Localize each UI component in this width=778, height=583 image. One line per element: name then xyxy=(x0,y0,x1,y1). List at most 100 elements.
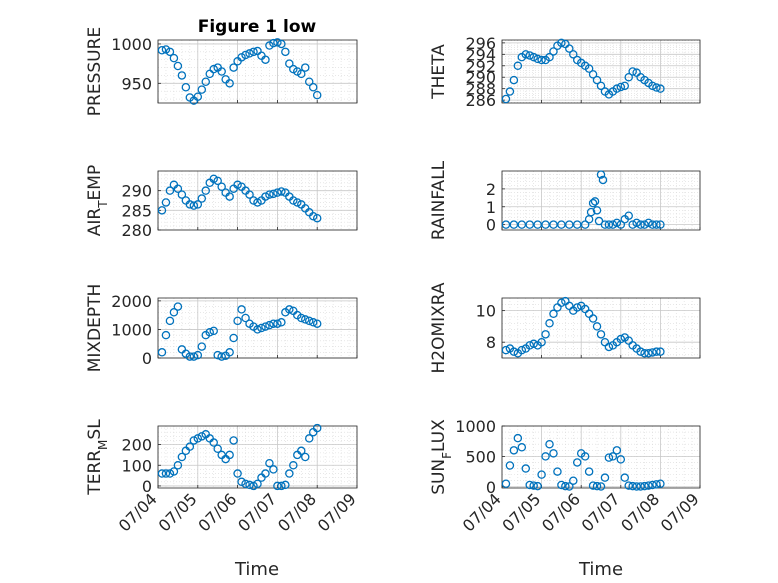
data-point xyxy=(277,318,286,327)
data-point xyxy=(557,480,566,490)
data-point xyxy=(624,481,633,490)
data-point xyxy=(233,316,242,326)
data-point xyxy=(616,455,626,464)
data-point xyxy=(269,38,278,48)
axes-box xyxy=(157,39,358,104)
data-point xyxy=(285,469,294,478)
data-point xyxy=(590,197,600,206)
y-axis-label: TERRMSL xyxy=(85,419,110,496)
y-tick-label: 280 xyxy=(121,221,152,240)
data-point xyxy=(561,481,570,491)
figure-title: Figure 1 low xyxy=(198,17,317,37)
data-point xyxy=(628,220,637,229)
data-point xyxy=(549,449,558,458)
data-point xyxy=(173,184,183,193)
data-point xyxy=(598,175,608,185)
data-point xyxy=(545,439,554,449)
data-point xyxy=(632,482,641,491)
data-point xyxy=(592,75,602,85)
data-point xyxy=(304,316,314,326)
data-point xyxy=(608,220,618,229)
data-point xyxy=(277,187,286,196)
data-point xyxy=(225,192,234,201)
axes-box xyxy=(501,39,701,104)
data-point xyxy=(656,347,665,356)
x-tick-label: 07/04 xyxy=(115,489,161,535)
x-tick-label: 07/05 xyxy=(155,489,201,535)
x-tick-label: 07/09 xyxy=(314,489,360,535)
data-point xyxy=(521,464,531,473)
data-point xyxy=(241,50,250,60)
data-point xyxy=(525,341,534,350)
data-point xyxy=(545,52,554,62)
subplot-4: 0 1000 2000 MIXDEPTH xyxy=(85,284,358,372)
x-tick-label: 07/08 xyxy=(274,489,320,535)
y-tick-label: 10 xyxy=(476,302,496,321)
data-point xyxy=(261,469,270,478)
data-point xyxy=(273,481,282,491)
data-point xyxy=(586,207,596,217)
data-point xyxy=(644,349,653,358)
data-point xyxy=(285,59,294,68)
y-axis-label: SUNFLUX xyxy=(429,419,454,495)
y-axis-label: THETA xyxy=(429,44,449,100)
data-point xyxy=(588,70,598,79)
data-point xyxy=(301,63,310,72)
data-point xyxy=(213,350,222,360)
data-point xyxy=(273,38,282,47)
data-point xyxy=(652,83,661,92)
axes-box xyxy=(501,425,701,489)
data-point xyxy=(293,198,302,207)
data-point xyxy=(297,313,306,323)
axes-box xyxy=(157,297,358,359)
y-tick-label: 2 xyxy=(486,180,496,199)
data-point xyxy=(541,330,550,339)
data-point xyxy=(509,75,519,85)
data-point xyxy=(249,47,258,57)
data-point xyxy=(233,180,242,190)
data-point xyxy=(189,436,199,445)
data-point xyxy=(632,218,641,228)
data-point xyxy=(616,334,626,344)
data-point xyxy=(285,305,294,314)
data-point xyxy=(169,308,179,317)
data-point xyxy=(612,446,622,455)
x-tick-label: 07/06 xyxy=(538,489,584,535)
data-point xyxy=(509,347,519,356)
data-point xyxy=(217,182,226,191)
data-point xyxy=(549,47,558,56)
x-axis-label-right: Time xyxy=(578,559,623,580)
data-point xyxy=(197,432,207,441)
data-point xyxy=(656,479,665,488)
y-tick-label: 2000 xyxy=(111,292,152,311)
y-axis-label: H2OMIXRA xyxy=(429,282,449,373)
data-point xyxy=(525,51,534,60)
data-point xyxy=(253,325,262,334)
data-point xyxy=(541,220,550,229)
data-point xyxy=(592,481,602,491)
data-point xyxy=(265,190,274,199)
y-axis-label: RAINFALL xyxy=(429,160,449,240)
y-tick-label: 285 xyxy=(121,201,152,220)
y-axis-label: AIRTEMP xyxy=(85,165,110,236)
data-point xyxy=(205,328,214,337)
y-tick-label: 0 xyxy=(142,349,152,368)
data-point xyxy=(616,220,626,229)
data-point xyxy=(265,320,274,330)
data-point xyxy=(580,220,590,229)
data-point xyxy=(165,186,175,195)
data-point xyxy=(594,216,604,226)
data-point xyxy=(596,170,606,179)
data-point xyxy=(636,220,645,229)
data-point xyxy=(273,319,282,328)
data-point xyxy=(588,198,598,208)
data-point xyxy=(157,469,167,478)
data-point xyxy=(304,77,314,86)
data-point xyxy=(652,220,661,229)
data-point xyxy=(644,481,653,490)
data-point xyxy=(636,482,645,491)
data-point xyxy=(648,81,657,91)
data-point xyxy=(197,342,207,351)
data-point xyxy=(640,481,649,491)
data-point xyxy=(652,480,661,489)
